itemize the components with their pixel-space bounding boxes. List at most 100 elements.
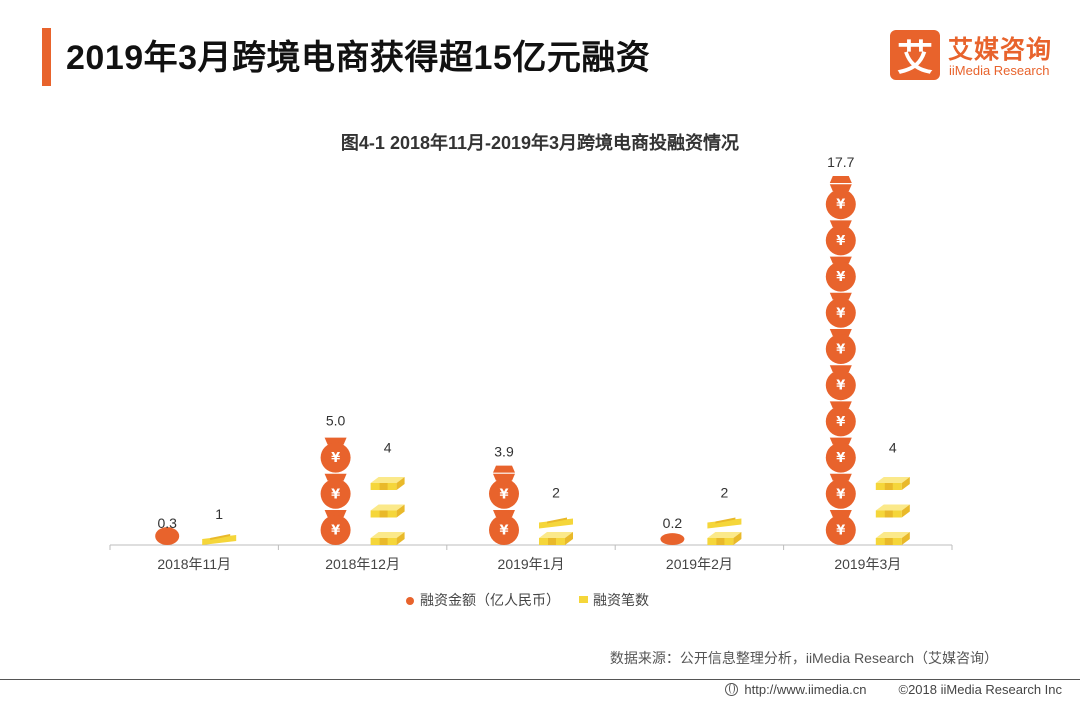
cash-stack-band [884,483,893,490]
cash-stack-band [715,517,736,524]
cash-stack-side [901,532,910,545]
money-bag-neck [829,256,852,264]
globe-icon [725,683,739,696]
cash-stack-side [733,532,742,545]
x-axis-label: 2019年2月 [666,556,733,572]
money-bag-icon: ¥ [825,401,856,437]
money-bag-icon: ¥ [825,292,856,328]
cash-stack-icon [875,504,910,518]
money-bag-body [825,515,856,545]
money-bag-body [825,478,856,509]
cash-stack-sheet [539,518,573,529]
footer-divider [0,679,1080,680]
cash-stack-icon [370,504,405,518]
money-bag-icon: ¥ [320,473,351,509]
yen-symbol: ¥ [836,234,845,249]
cash-stack-band [548,538,556,545]
money-bag-body [825,334,856,364]
cash-stack-band [884,510,893,518]
cash-stack-top [370,504,405,511]
cash-stack-side [901,477,910,490]
footer: http://www.iimedia.cn ©2018 iiMedia Rese… [725,682,1062,697]
cash-stack-icon [539,532,573,545]
legend-cash-stack-icon [579,596,588,603]
cash-stack-band [379,483,388,490]
money-bag-neck [493,473,515,481]
yen-symbol: ¥ [499,487,508,502]
page-title: 2019年3月跨境电商获得超15亿元融资 [66,39,651,77]
cash-stack-icon [202,534,237,545]
count-value-label: 2 [721,485,729,501]
money-bag-body [320,478,351,509]
cash-stack-sheet [202,535,237,545]
cash-stack-icon [875,532,910,545]
title-accent-bar [42,28,51,86]
investment-chart: 0.3 1 2018年11月 ¥ ¥ ¥5.0 4 2018年12月 ¥ ¥3.9 2 2019年1月… [109,154,953,608]
yen-symbol: ¥ [836,524,845,539]
yen-symbol: ¥ [836,451,845,466]
logo-mark-icon: 艾 [890,30,940,80]
yen-symbol: ¥ [331,451,340,466]
x-axis-label: 2019年3月 [834,556,901,572]
yen-symbol: ¥ [836,198,845,213]
cash-stack-sheet [707,518,742,529]
yen-symbol: ¥ [499,524,508,539]
amount-value-label: 5.0 [326,413,346,429]
money-bag-icon: ¥ [489,473,519,509]
money-bag-body [825,261,856,292]
money-bag-body [320,442,351,473]
cash-stack-band [379,538,388,545]
money-bag-body [825,297,856,328]
cash-stack-side [901,504,910,518]
amount-value-label: 0.3 [157,515,177,531]
count-value-label: 4 [384,440,392,456]
count-value-label: 4 [889,440,897,456]
cash-stack-top [370,477,405,483]
cash-stack-top [875,477,910,483]
x-axis-label: 2018年11月 [157,556,231,572]
money-bag-neck [829,365,852,373]
money-bag-body [825,442,856,473]
money-bag-icon: ¥ [825,184,856,220]
count-value-label: 2 [552,485,560,501]
cash-stack-band [884,538,893,545]
money-bag-neck [829,220,852,228]
footer-copyright: ©2018 iiMedia Research Inc [898,682,1063,697]
cash-stack-icon [707,532,742,545]
money-bag-icon: ¥ [489,510,519,545]
yen-symbol: ¥ [836,415,845,430]
brand-logo: 艾 艾媒咨询 iiMedia Research [890,30,1070,82]
cash-stack-side [396,532,405,545]
money-bag-neck [829,184,852,192]
legend-money-bag-icon [406,597,414,605]
money-bag-icon: ¥ [825,220,856,256]
cash-stack-band [210,534,231,540]
amount-bar-partial [660,533,685,545]
money-bag-body [489,515,519,545]
amount-value-label: 17.7 [827,154,854,170]
legend-count-label: 融资笔数 [593,592,649,608]
cash-stack-icon [707,517,742,529]
amount-value-label: 3.9 [494,444,514,460]
footer-url[interactable]: http://www.iimedia.cn [744,682,867,697]
money-bag-icon: ¥ [320,437,351,473]
money-bag-neck [829,401,852,409]
money-bag-icon: ¥ [825,365,856,401]
logo-name-cn: 艾媒咨询 [948,35,1053,64]
legend-amount-label: 融资金额（亿人民币） [420,592,560,608]
cash-stack-band [547,517,567,524]
money-bag-body [825,225,856,256]
cash-stack-side [565,532,573,545]
count-value-label: 1 [215,506,223,522]
cash-stack-top [875,504,910,511]
money-bag-neck [829,437,852,445]
cash-stack-icon [370,477,405,490]
cash-stack-icon [370,532,405,545]
money-bag-icon: ¥ [320,510,351,545]
money-bag-neck [829,510,852,517]
cash-stack-top [707,532,742,538]
cash-stack-side [396,477,405,490]
money-bag-icon: ¥ [825,256,856,292]
money-bag-icon: ¥ [825,510,856,545]
money-bag-neck [829,473,852,481]
